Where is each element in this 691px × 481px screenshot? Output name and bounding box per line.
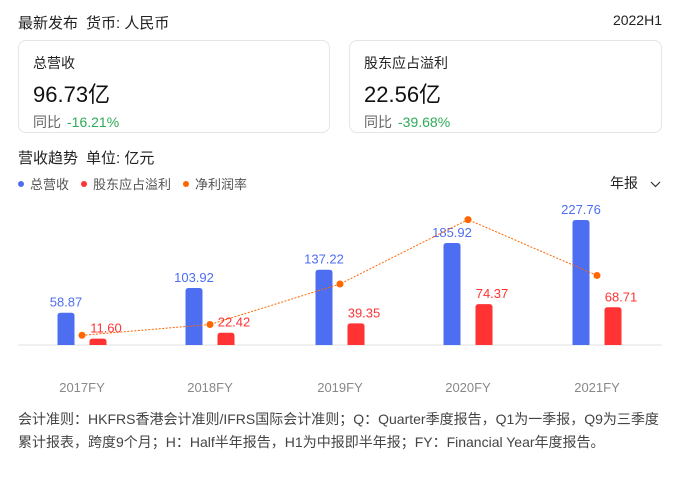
- legend-label: 净利润率: [195, 177, 248, 192]
- chart-legend: 总营收 股东应占溢利 净利润率: [18, 174, 247, 193]
- data-label: 185.92: [432, 225, 472, 240]
- legend-dot-icon: [81, 180, 88, 187]
- legend-revenue[interactable]: 总营收: [18, 174, 69, 193]
- profit-bar[interactable]: [604, 307, 622, 345]
- chevron-down-icon: [650, 175, 661, 191]
- legend-label: 总营收: [30, 177, 70, 192]
- x-tick-label: 2019FY: [317, 380, 363, 395]
- revenue-bar[interactable]: [57, 312, 75, 345]
- footnote: 会计准则：HKFRS香港会计准则/IFRS国际会计准则；Q：Quarter季度报…: [18, 411, 659, 450]
- x-tick-label: 2017FY: [59, 380, 105, 395]
- currency-label: 货币: 人民币: [86, 15, 170, 32]
- profit-bar[interactable]: [475, 304, 493, 345]
- data-label: 103.92: [174, 270, 214, 285]
- margin-point[interactable]: [336, 280, 344, 288]
- legend-dot-icon: [18, 180, 24, 187]
- revenue-card: 总营收 96.73亿 同比 -16.21%: [18, 40, 330, 133]
- data-label: 68.71: [605, 289, 638, 304]
- yoy-value: -16.21%: [67, 114, 120, 130]
- x-tick-label: 2018FY: [187, 380, 233, 395]
- latest-release-label: 最新发布: [18, 15, 79, 32]
- card-label: 股东应占溢利: [364, 55, 448, 71]
- card-yoy: 同比 -16.21%: [33, 112, 315, 132]
- margin-point[interactable]: [206, 320, 214, 328]
- trend-title: 营收趋势 单位: 亿元: [18, 147, 162, 168]
- revenue-chart: 58.87 103.92 137.22 185.92 227.76 11.60 22.42 3…: [18, 202, 662, 395]
- margin-point[interactable]: [78, 331, 86, 339]
- legend-label: 股东应占溢利: [93, 177, 172, 192]
- yoy-value: -39.68%: [398, 114, 451, 130]
- yoy-label: 同比: [33, 114, 61, 130]
- unit-label: 单位: 亿元: [86, 150, 155, 167]
- revenue-bar[interactable]: [185, 287, 203, 345]
- x-tick-label: 2021FY: [574, 380, 620, 395]
- margin-line: [81, 219, 598, 336]
- data-label: 227.76: [561, 202, 601, 217]
- data-label: 74.37: [476, 286, 509, 301]
- legend-margin[interactable]: 净利润率: [183, 174, 247, 193]
- period-dropdown[interactable]: 年报: [610, 173, 661, 193]
- revenue-bar[interactable]: [315, 269, 333, 345]
- data-label: 137.22: [304, 252, 344, 267]
- profit-bar[interactable]: [217, 332, 235, 345]
- revenue-bar[interactable]: [572, 220, 590, 345]
- margin-point[interactable]: [464, 216, 472, 224]
- data-label: 58.87: [50, 295, 83, 310]
- data-label: 22.42: [218, 315, 251, 330]
- trend-label: 营收趋势: [18, 150, 79, 167]
- margin-point[interactable]: [593, 271, 601, 279]
- legend-profit[interactable]: 股东应占溢利: [81, 174, 171, 193]
- report-period: 2022H1: [612, 12, 662, 28]
- profit-card: 股东应占溢利 22.56亿 同比 -39.68%: [349, 40, 662, 133]
- card-label: 总营收: [33, 55, 75, 71]
- period-select-value: 年报: [610, 175, 638, 191]
- revenue-bar[interactable]: [443, 242, 461, 345]
- data-label: 11.60: [90, 321, 122, 336]
- profit-bar[interactable]: [89, 338, 107, 345]
- legend-dot-icon: [183, 180, 190, 187]
- card-yoy: 同比 -39.68%: [364, 112, 647, 132]
- profit-bar[interactable]: [347, 323, 365, 345]
- yoy-label: 同比: [364, 114, 392, 130]
- card-value: 22.56亿: [364, 82, 442, 107]
- data-label: 39.35: [348, 305, 381, 320]
- x-tick-label: 2020FY: [445, 380, 491, 395]
- header-title: 最新发布 货币: 人民币: [18, 12, 177, 33]
- card-value: 96.73亿: [33, 82, 111, 107]
